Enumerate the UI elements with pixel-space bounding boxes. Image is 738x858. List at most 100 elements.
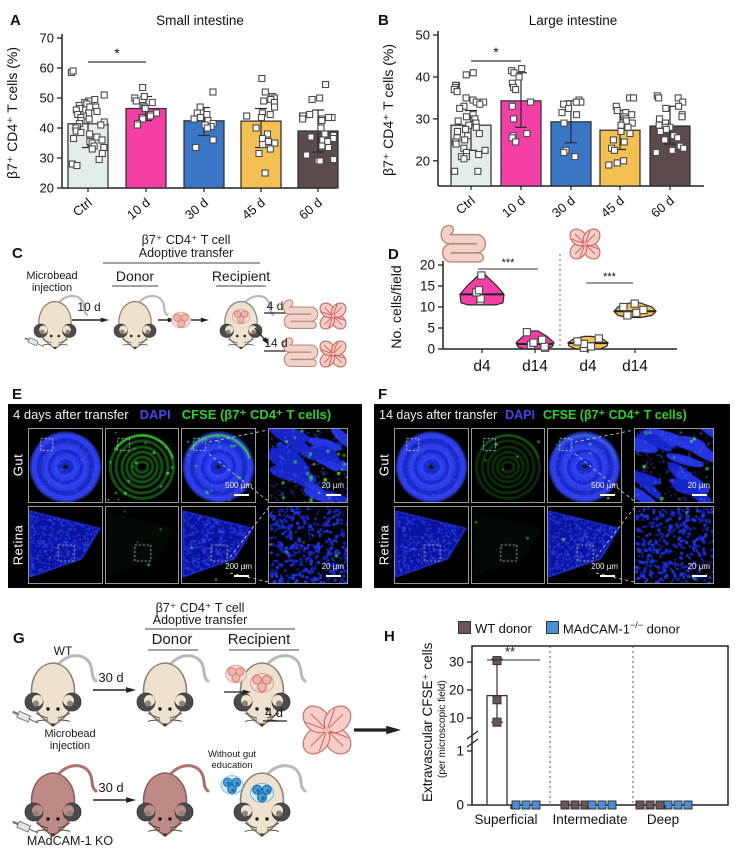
e-gut-merge-scalebar: 500 µm <box>225 481 252 490</box>
g-donor-label: Donor <box>151 631 193 648</box>
svg-text:30 d: 30 d <box>182 195 211 223</box>
c-4d-label: 4 d <box>266 299 284 313</box>
f-row-label-retina: Retina <box>376 524 392 566</box>
panel-g-label: G <box>13 630 25 647</box>
svg-text:*: * <box>493 44 499 60</box>
g-ko-label: MAdCAM-1 KO <box>26 834 114 848</box>
micro-tile-gut-merge <box>547 428 622 503</box>
svg-text:No. cells/field: No. cells/field <box>388 265 404 348</box>
svg-text:10 d: 10 d <box>124 195 153 223</box>
svg-text:β7⁺ CD4⁺ T cells (%): β7⁺ CD4⁺ T cells (%) <box>4 47 20 179</box>
svg-text:60 d: 60 d <box>648 193 677 221</box>
f-retina-merge-scalebar: 200 µm <box>591 562 618 571</box>
svg-text:**: ** <box>505 644 515 659</box>
micro-tile-gut-cfse <box>105 428 179 503</box>
svg-text:40: 40 <box>416 69 430 84</box>
svg-text:10 d: 10 d <box>499 193 528 221</box>
panel-b-label: B <box>378 12 389 29</box>
svg-text:50: 50 <box>40 91 54 106</box>
adoptive-transfer-schematic-10d: β7⁺ CD4⁺ T cell Adoptive transfer Donor … <box>8 232 368 412</box>
e-gut-merge-scaleline <box>234 494 249 496</box>
svg-text:30: 30 <box>40 151 54 166</box>
micro-tile-gut-dapi <box>394 428 469 503</box>
micro-tile-retina-dapi <box>394 506 469 584</box>
svg-text:Superficial: Superficial <box>474 812 537 827</box>
svg-text:d4: d4 <box>579 358 597 375</box>
h-ylabel-main: Extravascular CFSE⁺ cells <box>420 642 435 802</box>
cells-per-field-violin-chart: 0 5 10 15 20 No. cells/field d4 d14 d4 d14 *** *** <box>388 224 677 375</box>
svg-text:10: 10 <box>420 300 435 315</box>
f-gut-zoom-scalebar: 20 µm <box>687 481 710 490</box>
svg-text:Ctrl: Ctrl <box>70 195 95 220</box>
micro-tile-retina-dapi <box>28 506 103 584</box>
e-gut-zoom-scaleline <box>326 494 341 496</box>
f-row-label-gut: Gut <box>376 453 392 477</box>
svg-text:β7⁺ CD4⁺ T cells (%): β7⁺ CD4⁺ T cells (%) <box>380 44 396 176</box>
svg-text:Large intestine: Large intestine <box>529 13 618 28</box>
c-recipient-label: Recipient <box>211 268 271 284</box>
svg-text:Ctrl: Ctrl <box>453 193 478 218</box>
h-legend-ko: MAdCAM-1−/− donor <box>545 620 680 636</box>
micro-tile-retina-cfse <box>471 506 545 584</box>
svg-text:30: 30 <box>416 111 430 126</box>
h-ylabel-sub: (per microscopic field) <box>437 680 448 778</box>
svg-text:40: 40 <box>40 121 54 136</box>
e-retina-merge-scaleline <box>234 575 249 577</box>
g-title-line2: Adoptive transfer <box>152 613 248 627</box>
svg-text:1: 1 <box>456 744 464 759</box>
svg-text:60 d: 60 d <box>296 195 325 223</box>
svg-text:Deep: Deep <box>647 812 679 827</box>
extravascular-cfse-bar-chart: 10 20 30 0 1 Superficial Intermediate Deep ** <box>449 644 729 827</box>
g-30d-bottom-label: 30 d <box>98 780 124 795</box>
g-4d-label: 4 d <box>264 705 284 720</box>
svg-text:d14: d14 <box>522 358 548 375</box>
e-retina-merge-scalebar: 200 µm <box>225 562 252 571</box>
e-gut-zoom-scalebar: 20 µm <box>321 481 344 490</box>
e-retina-zoom-scalebar: 20 µm <box>321 562 344 571</box>
svg-text:20: 20 <box>449 683 464 698</box>
f-header-text: 14 days after transfer <box>379 407 498 422</box>
panel-e-label: E <box>12 386 23 403</box>
micro-tile-retina-merge <box>181 506 256 584</box>
micro-tile-retina-merge <box>547 506 622 584</box>
g-recipient-label: Recipient <box>227 631 291 648</box>
svg-text:20: 20 <box>416 153 430 168</box>
adoptive-transfer-schematic-30d: β7⁺ CD4⁺ T cell Adoptive transfer Donor … <box>8 600 420 858</box>
e-cfse-label: CFSE (β7⁺ CD4⁺ T cells) <box>181 406 332 422</box>
e-retina-zoom-scaleline <box>326 575 341 577</box>
c-donor-label: Donor <box>115 268 155 284</box>
e-row-label-retina: Retina <box>10 524 26 566</box>
svg-text:d14: d14 <box>622 358 648 375</box>
g-without-education-label: Without gut education <box>207 749 257 771</box>
svg-text:45 d: 45 d <box>598 193 627 221</box>
micro-tile-retina-zoom <box>268 506 348 584</box>
panel-c-label: C <box>12 245 23 262</box>
svg-text:20: 20 <box>420 258 435 273</box>
svg-text:30 d: 30 d <box>549 193 578 221</box>
svg-text:0: 0 <box>427 342 435 357</box>
micro-tile-gut-dapi <box>28 428 103 503</box>
panel-d-label: D <box>388 246 399 263</box>
svg-text:30: 30 <box>449 655 464 670</box>
svg-text:5: 5 <box>427 321 435 336</box>
ko-donor-swatch <box>545 621 559 635</box>
small-intestine-bar-chart: Small intestine 20 30 40 50 60 70 β7⁺ CD4⁺ T ce… <box>4 13 339 223</box>
f-retina-merge-scaleline <box>600 575 615 577</box>
svg-text:10: 10 <box>449 711 464 726</box>
svg-text:***: *** <box>502 257 516 269</box>
panel-h-label: H <box>384 628 395 645</box>
g-wt-label: WT <box>53 644 73 658</box>
svg-text:***: *** <box>603 271 617 283</box>
micro-tile-gut-cfse <box>471 428 545 503</box>
f-gut-merge-scalebar: 500 µm <box>591 481 618 490</box>
microscopy-panel-4days: 4 days after transfer DAPI CFSE (β7⁺ CD4… <box>8 404 362 588</box>
micro-tile-retina-cfse <box>105 506 179 584</box>
e-row-label-gut: Gut <box>10 453 26 477</box>
f-gut-merge-scaleline <box>600 494 615 496</box>
e-header-text: 4 days after transfer <box>13 407 129 422</box>
g-30d-top-label: 30 d <box>98 670 124 685</box>
c-10d-label: 10 d <box>77 300 101 314</box>
g-microbead-label: Microbead injection <box>44 728 96 753</box>
f-retina-zoom-scalebar: 20 µm <box>687 562 710 571</box>
